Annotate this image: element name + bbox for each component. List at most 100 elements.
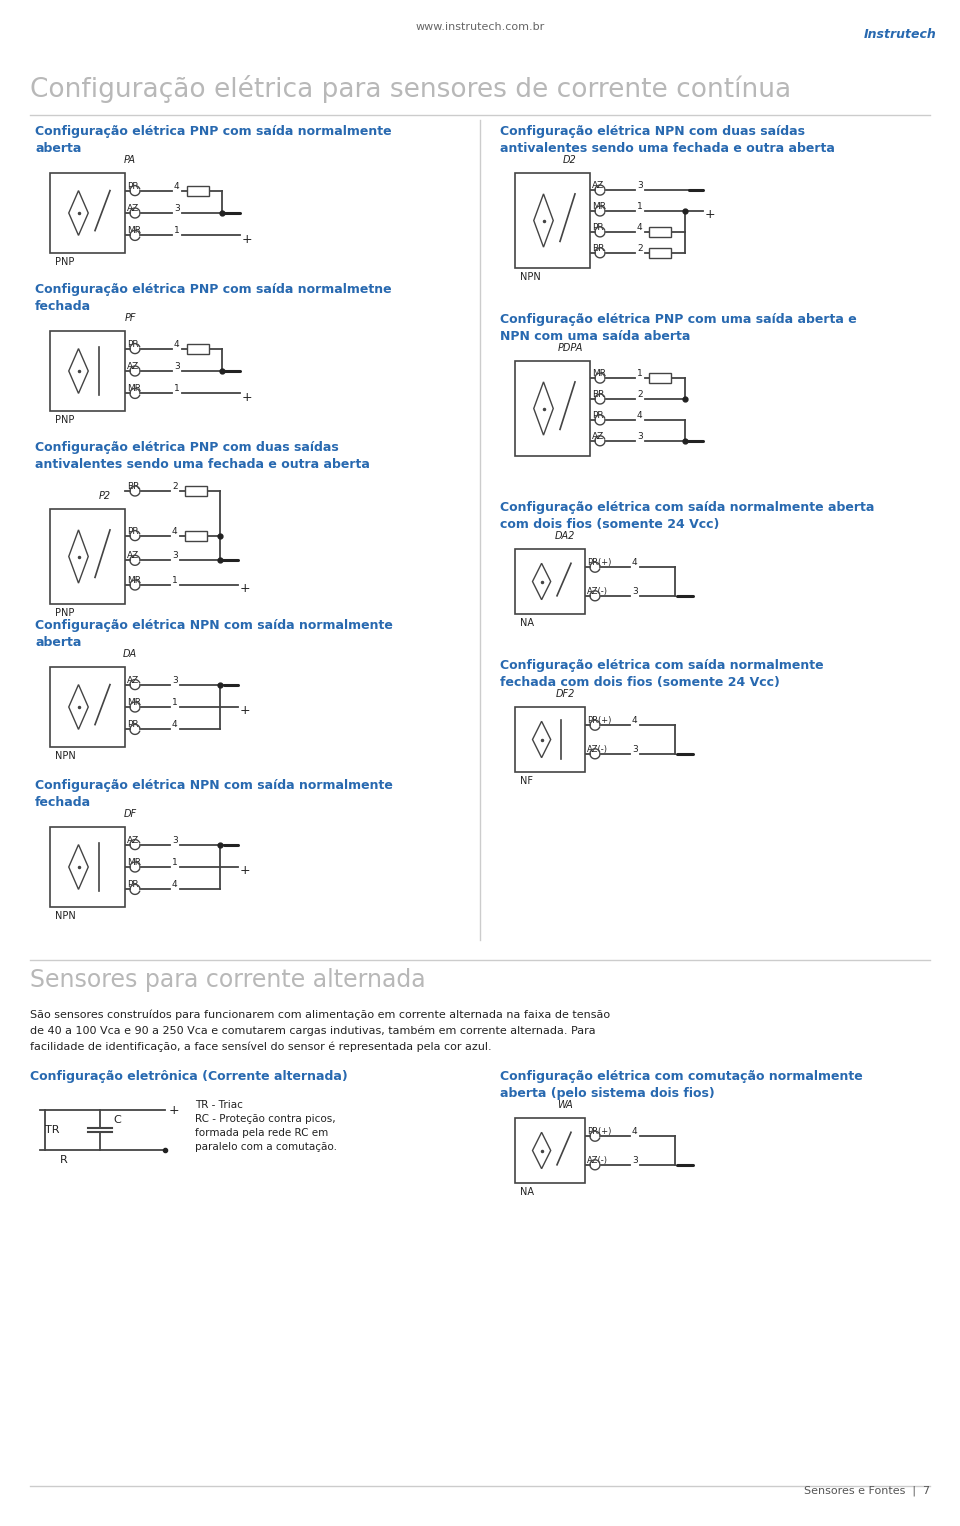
Text: paralelo com a comutação.: paralelo com a comutação.: [195, 1141, 337, 1152]
Text: PR: PR: [592, 223, 604, 232]
Text: 3: 3: [172, 836, 178, 844]
Text: 4: 4: [174, 182, 180, 191]
Bar: [50, 510, 125, 604]
Text: +: +: [240, 865, 251, 877]
Bar: [50, 827, 125, 906]
Text: 3: 3: [637, 432, 643, 441]
Text: PR: PR: [127, 881, 138, 890]
Text: +: +: [242, 233, 252, 246]
Text: Configuração elétrica com comutação normalmente
aberta (pelo sistema dois fios): Configuração elétrica com comutação norm…: [500, 1070, 863, 1100]
Polygon shape: [533, 1132, 551, 1169]
Text: Sensores para corrente alternada: Sensores para corrente alternada: [30, 967, 425, 992]
Text: Configuração elétrica PNP com uma saída aberta e
NPN com uma saída aberta: Configuração elétrica PNP com uma saída …: [500, 313, 856, 343]
Text: PA: PA: [124, 156, 136, 165]
Text: PR(+): PR(+): [587, 559, 612, 568]
Text: PR(+): PR(+): [587, 716, 612, 725]
Text: PNP: PNP: [55, 415, 74, 426]
Text: MR: MR: [127, 226, 141, 235]
Bar: [185, 485, 207, 496]
Polygon shape: [533, 563, 551, 600]
Bar: [50, 331, 125, 410]
Text: Sensores e Fontes  |  7: Sensores e Fontes | 7: [804, 1485, 930, 1495]
Text: MR: MR: [592, 201, 606, 211]
Text: de 40 a 100 Vca e 90 a 250 Vca e comutarem cargas indutivas, também em corrente : de 40 a 100 Vca e 90 a 250 Vca e comutar…: [30, 1025, 595, 1036]
Text: PDPA: PDPA: [558, 343, 583, 353]
Text: PR: PR: [127, 720, 138, 729]
Text: BR: BR: [592, 391, 605, 398]
Text: 4: 4: [632, 716, 637, 725]
Text: Configuração eletrônica (Corrente alternada): Configuração eletrônica (Corrente altern…: [30, 1070, 348, 1083]
Text: BR: BR: [127, 482, 139, 491]
Bar: [649, 372, 671, 383]
Text: 1: 1: [637, 369, 643, 378]
Text: 4: 4: [172, 881, 178, 890]
Text: NPN: NPN: [55, 751, 76, 761]
Bar: [185, 531, 207, 540]
Bar: [50, 667, 125, 748]
Text: 3: 3: [174, 204, 180, 214]
Text: MR: MR: [127, 385, 141, 394]
Text: NA: NA: [520, 1187, 534, 1196]
Bar: [515, 549, 585, 613]
Text: AZ: AZ: [127, 551, 139, 560]
Text: P2: P2: [99, 491, 111, 501]
Polygon shape: [69, 191, 88, 235]
Text: Configuração elétrica PNP com saída normalmetne
fechada: Configuração elétrica PNP com saída norm…: [35, 282, 392, 313]
Text: Configuração elétrica NPN com duas saídas
antivalentes sendo uma fechada e outra: Configuração elétrica NPN com duas saída…: [500, 125, 835, 156]
Text: +: +: [242, 391, 252, 404]
Text: Configuração elétrica com saída normalmente aberta
com dois fios (somente 24 Vcc: Configuração elétrica com saída normalme…: [500, 501, 875, 531]
Text: 1: 1: [174, 385, 180, 394]
Text: 2: 2: [172, 482, 178, 491]
Text: AZ(-): AZ(-): [587, 1155, 608, 1164]
Text: 3: 3: [632, 745, 637, 754]
Text: PR: PR: [592, 410, 604, 420]
Text: Configuração elétrica para sensores de corrente contínua: Configuração elétrica para sensores de c…: [30, 75, 791, 102]
Text: WA: WA: [557, 1100, 573, 1109]
Text: 1: 1: [174, 226, 180, 235]
Text: NF: NF: [520, 777, 533, 786]
Text: BR: BR: [592, 244, 605, 253]
Text: AZ: AZ: [127, 836, 139, 844]
Text: www.instrutech.com.br: www.instrutech.com.br: [416, 21, 544, 32]
Text: +: +: [240, 583, 251, 595]
Text: PNP: PNP: [55, 607, 74, 618]
Text: +: +: [169, 1103, 180, 1117]
Text: DF: DF: [124, 809, 136, 819]
Text: 4: 4: [172, 720, 178, 729]
Text: 4: 4: [637, 223, 642, 232]
Polygon shape: [69, 844, 88, 890]
Text: MR: MR: [127, 575, 141, 584]
Text: RC - Proteção contra picos,: RC - Proteção contra picos,: [195, 1114, 336, 1125]
Text: 4: 4: [637, 410, 642, 420]
Text: AZ: AZ: [127, 204, 139, 214]
Text: MR: MR: [592, 369, 606, 378]
Text: 3: 3: [172, 551, 178, 560]
Text: AZ: AZ: [127, 362, 139, 371]
Bar: [515, 172, 590, 269]
Text: 3: 3: [632, 1155, 637, 1164]
Bar: [515, 707, 585, 772]
Text: AZ(-): AZ(-): [587, 745, 608, 754]
Text: D2: D2: [564, 156, 577, 165]
Text: 1: 1: [172, 575, 178, 584]
Text: PR(+): PR(+): [587, 1128, 612, 1137]
Polygon shape: [533, 722, 551, 758]
Bar: [649, 247, 671, 258]
Text: TR - Triac: TR - Triac: [195, 1100, 243, 1109]
Text: DF2: DF2: [555, 690, 575, 699]
Text: DA: DA: [123, 649, 137, 659]
Text: São sensores construídos para funcionarem com alimentação em corrente alternada : São sensores construídos para funcionare…: [30, 1010, 611, 1021]
Bar: [515, 362, 590, 456]
Text: NPN: NPN: [520, 272, 540, 282]
Text: AZ: AZ: [127, 676, 139, 685]
Text: MR: MR: [127, 697, 141, 707]
Polygon shape: [69, 685, 88, 729]
Text: MR: MR: [127, 858, 141, 867]
Text: 3: 3: [174, 362, 180, 371]
Text: Configuração elétrica PNP com duas saídas
antivalentes sendo uma fechada e outra: Configuração elétrica PNP com duas saída…: [35, 441, 370, 472]
Bar: [187, 343, 209, 354]
Text: DA2: DA2: [555, 531, 575, 542]
Text: PR: PR: [127, 340, 138, 348]
Text: 2: 2: [637, 391, 642, 398]
Text: 1: 1: [172, 697, 178, 707]
